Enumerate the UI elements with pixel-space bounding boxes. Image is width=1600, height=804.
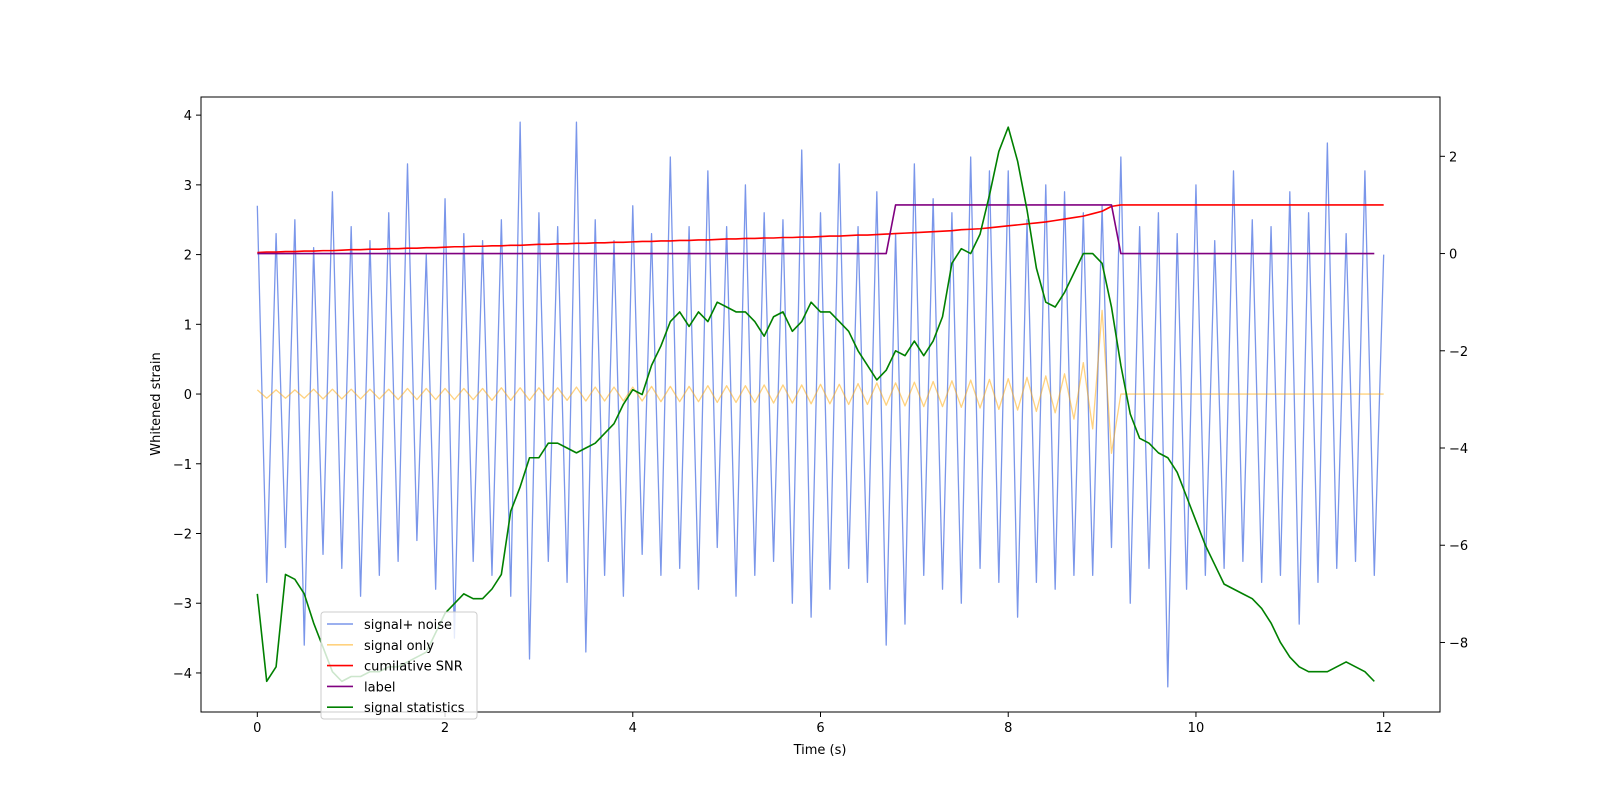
legend-label: cumilative SNR [364, 660, 463, 675]
x-tick-label: 8 [1004, 721, 1012, 736]
y-tick-label: 4 [184, 109, 192, 124]
series-line [256, 121, 1385, 688]
y2-tick-label: −4 [1449, 442, 1468, 457]
x-tick-label: 12 [1375, 721, 1392, 736]
x-tick-label: 0 [253, 721, 261, 736]
series-line [257, 204, 1384, 254]
legend-label: signal+ noise [364, 618, 452, 633]
y2-tick-label: −6 [1449, 539, 1468, 554]
y-tick-label: 3 [184, 179, 192, 194]
legend-label: signal only [364, 639, 434, 654]
legend-box [320, 611, 478, 720]
x-tick-label: 4 [629, 721, 637, 736]
y-tick-label: −4 [173, 667, 192, 682]
y2-tick-label: −2 [1449, 345, 1468, 360]
y-tick-label: 2 [184, 249, 192, 264]
y-axis-label: Whitened strain [149, 352, 164, 455]
y2-tick-label: 2 [1449, 150, 1457, 165]
y2-tick-label: −8 [1449, 636, 1468, 651]
y-tick-label: 1 [184, 318, 192, 333]
series-line [257, 204, 1375, 255]
legend-label: label [364, 680, 395, 695]
y-tick-label: −1 [173, 458, 192, 473]
plot-frame [200, 96, 1441, 713]
y-tick-label: −2 [173, 527, 192, 542]
y2-tick-label: 0 [1449, 248, 1457, 263]
x-tick-label: 10 [1188, 721, 1205, 736]
x-tick-label: 2 [441, 721, 449, 736]
x-tick-label: 6 [816, 721, 824, 736]
x-axis-label: Time (s) [793, 743, 847, 758]
legend-label: signal statistics [364, 701, 465, 716]
y-tick-label: 0 [184, 388, 192, 403]
series-line [256, 309, 1384, 454]
y-tick-label: −3 [173, 597, 192, 612]
